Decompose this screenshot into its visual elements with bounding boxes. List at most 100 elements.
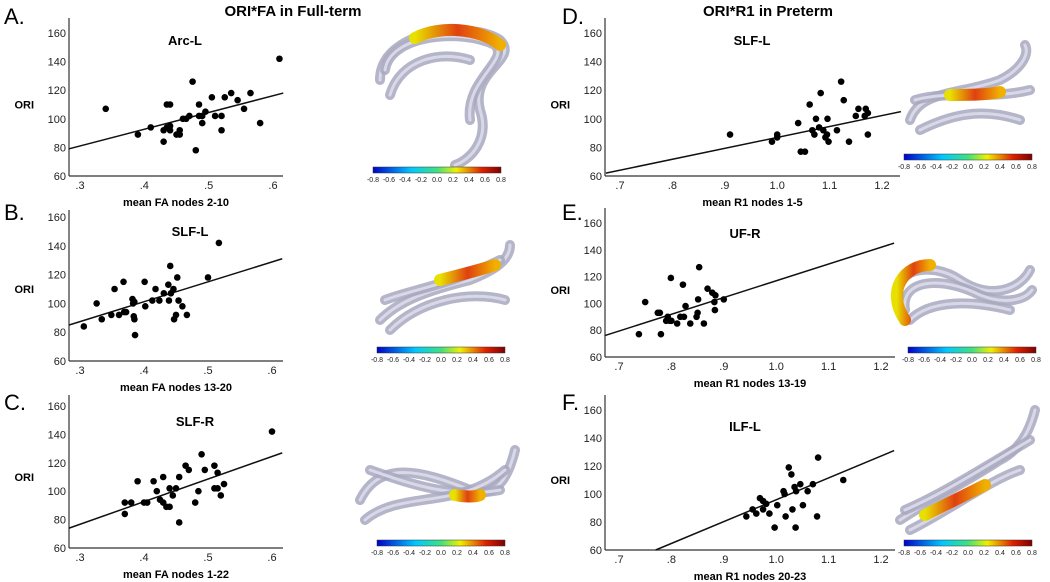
- data-point: [111, 285, 118, 293]
- data-point: [166, 262, 174, 270]
- y-tick-label: 100: [584, 489, 602, 501]
- regression-line: [655, 449, 895, 551]
- data-point: [771, 524, 778, 531]
- data-point: [227, 89, 235, 97]
- colorbar-tick-label: -0.4: [930, 550, 942, 557]
- data-point: [153, 487, 161, 495]
- colorbar-tick-label: 0.4: [999, 357, 1009, 364]
- colorbar-tick-label: -0.6: [383, 177, 395, 184]
- data-point: [127, 499, 135, 506]
- data-point: [820, 126, 827, 134]
- data-point: [141, 302, 149, 310]
- data-point: [80, 323, 88, 330]
- colorbar-tick-label: -0.2: [946, 164, 958, 171]
- data-point: [183, 311, 191, 319]
- data-point: [824, 115, 831, 123]
- data-point: [150, 477, 157, 485]
- colorbar-gradient: [903, 539, 1033, 547]
- data-point: [656, 309, 664, 317]
- regression-line: [605, 110, 902, 174]
- data-point: [809, 480, 817, 488]
- colorbar-tick-label: 0.2: [452, 357, 462, 364]
- y-tick-label: 140: [48, 429, 66, 441]
- left-column-title: ORI*FA in Full-term: [225, 3, 362, 20]
- panel-letter: F.: [562, 390, 579, 415]
- data-point: [759, 506, 767, 513]
- colorbar-tick-label: -0.2: [950, 357, 962, 364]
- data-point: [682, 302, 689, 310]
- tract-rendering: [375, 23, 510, 170]
- data-point: [668, 317, 675, 325]
- x-tick-label: .9: [719, 361, 728, 373]
- colorbar-tick-label: 0.2: [448, 177, 458, 184]
- data-point: [673, 320, 681, 327]
- y-tick-label: 120: [48, 270, 66, 282]
- data-point: [122, 308, 130, 316]
- data-point: [804, 487, 811, 495]
- colorbar-tick-label: 0.2: [979, 164, 989, 171]
- data-point: [825, 138, 832, 145]
- data-point: [247, 89, 254, 97]
- x-tick-label: .8: [668, 180, 677, 192]
- y-tick-label: 120: [48, 458, 66, 470]
- data-point: [704, 285, 711, 292]
- y-tick-label: 160: [584, 218, 602, 230]
- panel-letter: D.: [562, 4, 584, 29]
- data-point: [186, 112, 193, 120]
- data-point: [131, 315, 138, 323]
- y-tick-label: 120: [584, 272, 602, 284]
- data-point: [694, 296, 702, 303]
- data-point: [276, 55, 283, 63]
- tract-highlight: [409, 23, 506, 51]
- colorbar: -0.8 -0.6 -0.4 -0.2 0.0 0.2 0.4 0.6 0.8: [898, 153, 1037, 171]
- colorbar-tick-label: 0.8: [500, 550, 510, 557]
- y-tick-label: 140: [584, 245, 602, 257]
- chart-title: Arc-L: [168, 33, 202, 48]
- y-tick-label: 80: [590, 517, 602, 529]
- colorbar-tick-label: -0.8: [371, 550, 383, 557]
- data-point: [214, 469, 221, 477]
- data-point: [845, 138, 853, 145]
- data-point: [149, 297, 156, 304]
- y-tick-label: 140: [48, 57, 66, 69]
- colorbar: -0.8 -0.6 -0.4 -0.2 0.0 0.2 0.4 0.6 0.8: [902, 346, 1041, 364]
- data-point: [166, 101, 174, 108]
- data-point: [766, 510, 773, 517]
- data-point: [185, 466, 193, 474]
- colorbar-tick-label: -0.4: [934, 357, 946, 364]
- y-tick-label: 140: [48, 241, 66, 253]
- data-point: [166, 485, 173, 492]
- data-point: [801, 148, 809, 155]
- data-point: [202, 108, 209, 115]
- data-point: [152, 285, 159, 293]
- y-tick-label: 60: [590, 545, 602, 557]
- data-point: [794, 119, 802, 127]
- colorbar-tick-label: 0.0: [963, 164, 973, 171]
- y-tick-label: 160: [48, 28, 66, 40]
- data-point: [169, 492, 177, 499]
- y-axis-label: ORI: [14, 284, 34, 296]
- data-point: [686, 320, 694, 327]
- colorbar-tick-label: -0.2: [415, 177, 427, 184]
- data-point: [211, 462, 218, 469]
- regression-line: [68, 92, 284, 150]
- data-point: [131, 331, 139, 339]
- x-tick-label: 1.0: [769, 554, 784, 566]
- x-tick-label: 1.1: [821, 361, 836, 373]
- data-point: [852, 112, 860, 120]
- colorbar-tick-label: -0.6: [387, 550, 399, 557]
- y-tick-label: 60: [54, 356, 66, 368]
- y-axis-label: ORI: [14, 472, 34, 484]
- data-point: [204, 274, 212, 281]
- data-point: [143, 499, 151, 506]
- scatter-panel-2: C. SLF-R 60 80 100 120 140 160 .3 .4 .5 .6 mean FA n…: [4, 390, 283, 581]
- y-tick-label: 140: [584, 433, 602, 445]
- chart-title: UF-R: [729, 226, 761, 241]
- data-point: [641, 298, 649, 306]
- data-point: [189, 78, 196, 85]
- colorbar-tick-label: -0.2: [419, 550, 431, 557]
- regression-line: [68, 258, 283, 326]
- x-tick-label: .7: [614, 361, 623, 373]
- data-point: [864, 109, 872, 117]
- x-axis-label: mean FA nodes 2-10: [123, 197, 229, 209]
